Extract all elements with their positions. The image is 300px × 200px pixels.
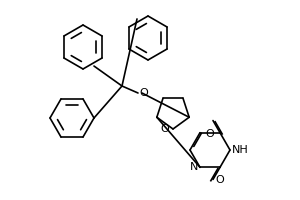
Text: N: N — [190, 162, 198, 172]
Text: O: O — [215, 175, 224, 185]
Text: O: O — [206, 129, 214, 139]
Text: O: O — [160, 124, 169, 134]
Text: NH: NH — [232, 145, 249, 155]
Text: O: O — [139, 88, 148, 98]
